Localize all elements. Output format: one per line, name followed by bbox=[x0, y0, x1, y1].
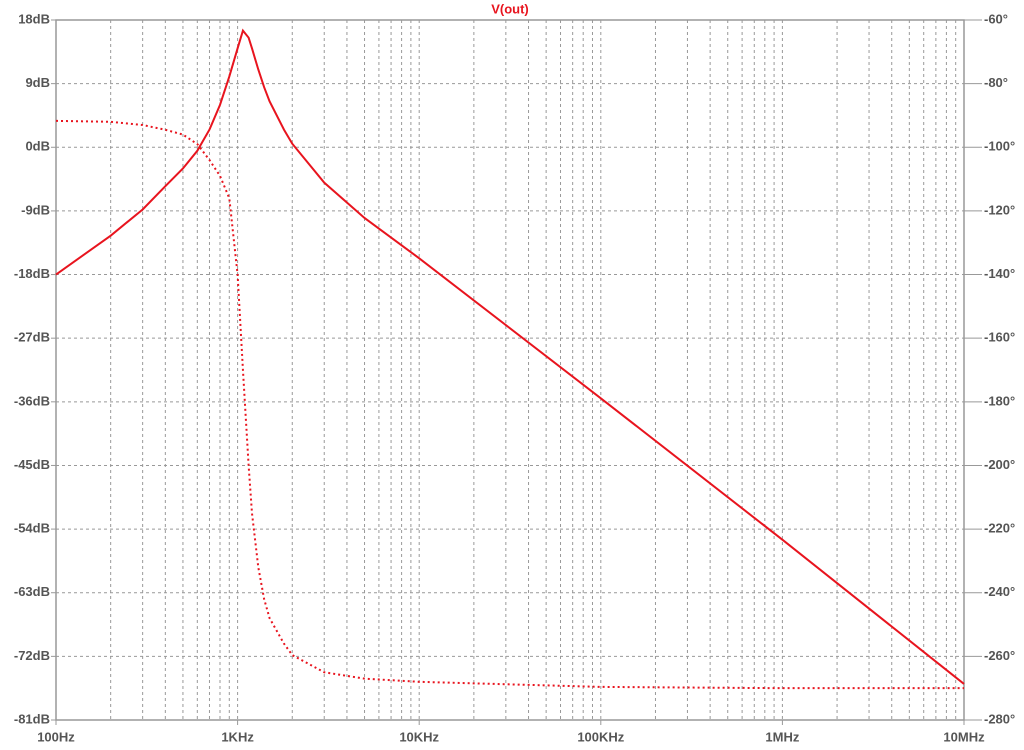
y-tick-label: 18dB bbox=[18, 11, 50, 26]
y-tick-label: -63dB bbox=[14, 584, 50, 599]
y2-tick-label: -280° bbox=[984, 711, 1015, 726]
x-tick-label: 10KHz bbox=[399, 729, 439, 744]
y-tick-label: -45dB bbox=[14, 457, 50, 472]
y2-tick-label: -220° bbox=[984, 521, 1015, 536]
series-line bbox=[55, 28, 965, 685]
y2-tick-label: -200° bbox=[984, 457, 1015, 472]
series-line bbox=[55, 119, 964, 690]
y2-tick-label: -240° bbox=[984, 584, 1015, 599]
chart-title: V(out) bbox=[491, 1, 529, 16]
x-tick-label: 10MHz bbox=[943, 729, 985, 744]
y-tick-label: 9dB bbox=[25, 75, 50, 90]
y-tick-label: -9dB bbox=[21, 202, 50, 217]
y2-tick-label: -120° bbox=[984, 202, 1015, 217]
y2-tick-label: -60° bbox=[984, 11, 1008, 26]
y2-tick-label: -260° bbox=[984, 648, 1015, 663]
y-tick-label: 0dB bbox=[25, 139, 50, 154]
y-tick-label: -18dB bbox=[14, 266, 50, 281]
y2-tick-label: -180° bbox=[984, 393, 1015, 408]
y2-tick-label: -80° bbox=[984, 75, 1008, 90]
x-tick-label: 100Hz bbox=[37, 729, 75, 744]
y2-tick-label: -160° bbox=[984, 330, 1015, 345]
x-tick-label: 1MHz bbox=[765, 729, 799, 744]
x-tick-label: 100KHz bbox=[577, 729, 624, 744]
y-tick-label: -36dB bbox=[14, 393, 50, 408]
y2-tick-label: -100° bbox=[984, 139, 1015, 154]
y2-tick-label: -140° bbox=[984, 266, 1015, 281]
y-tick-label: -54dB bbox=[14, 521, 50, 536]
plot-frame bbox=[55, 19, 965, 721]
y-tick-label: -72dB bbox=[14, 648, 50, 663]
x-tick-label: 1KHz bbox=[221, 729, 254, 744]
y-tick-label: -81dB bbox=[14, 711, 50, 726]
y-tick-label: -27dB bbox=[14, 330, 50, 345]
